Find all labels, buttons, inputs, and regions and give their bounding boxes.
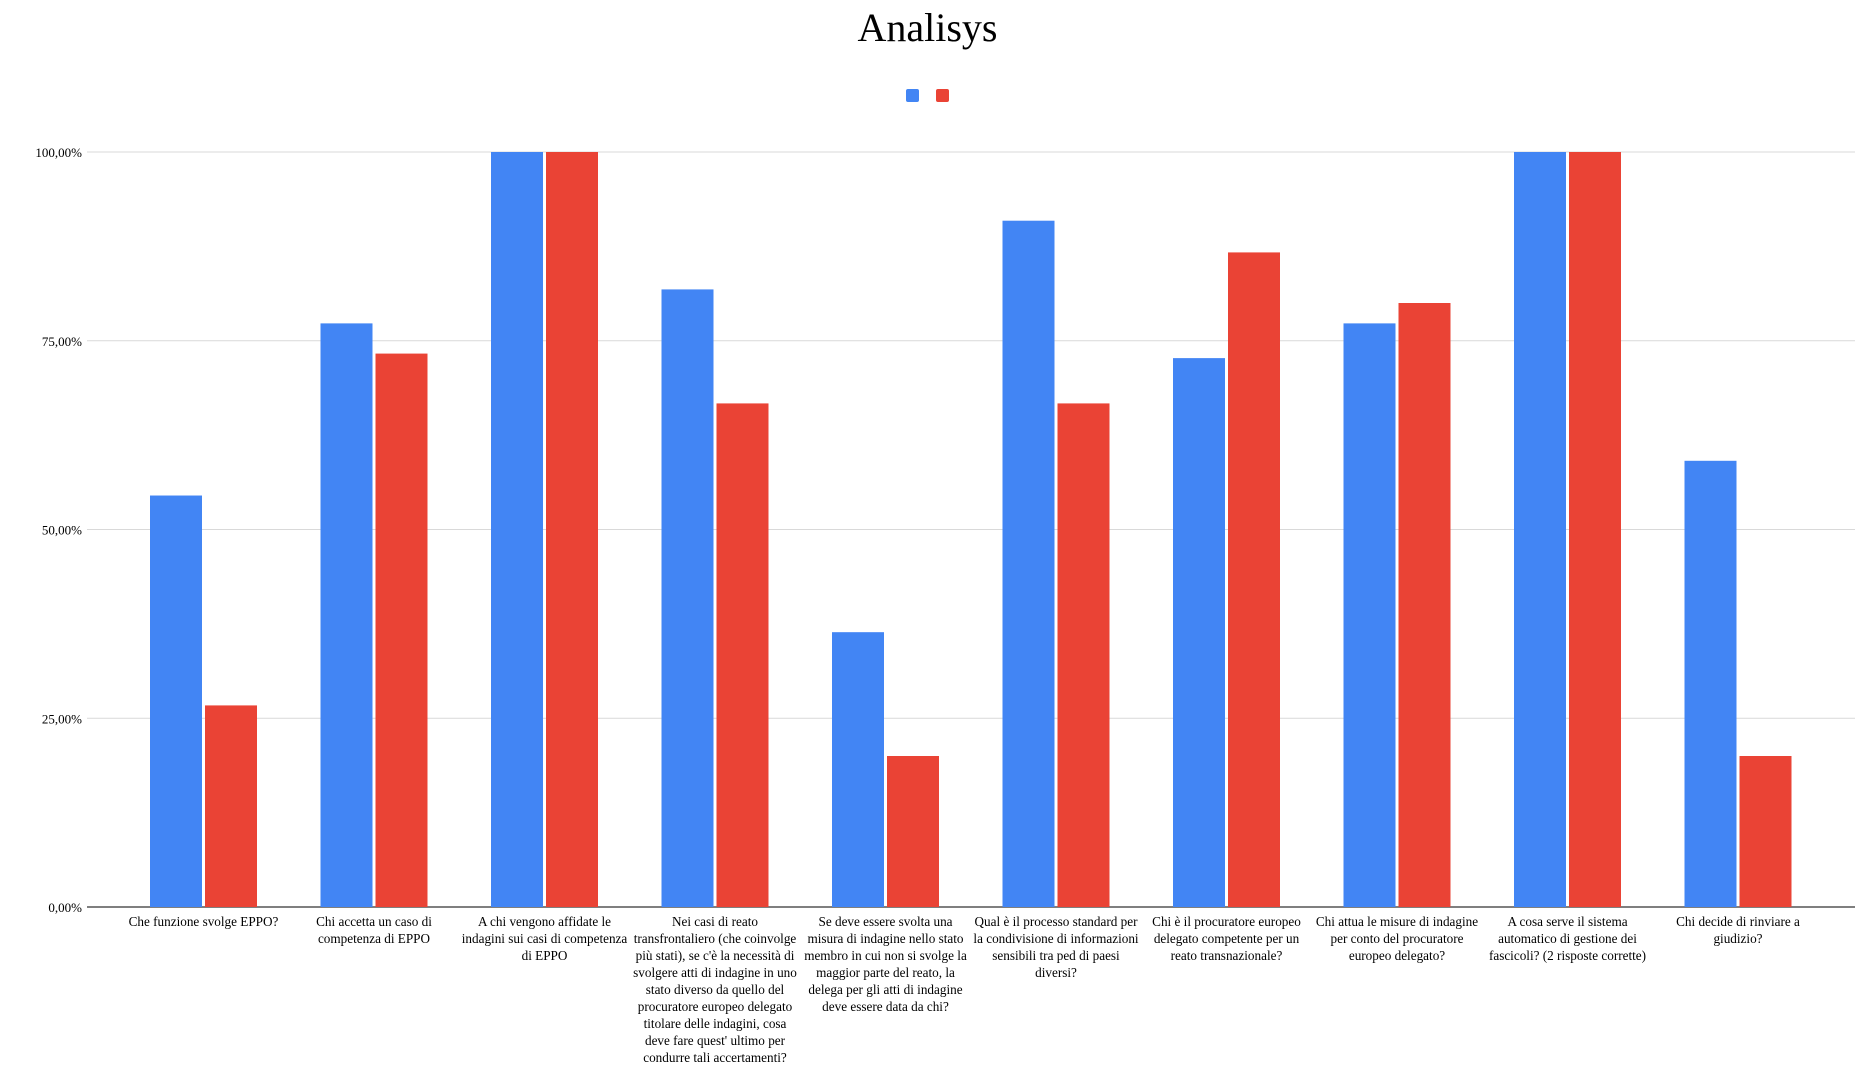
y-tick-label: 0,00% [48,900,82,915]
x-category-label: Se deve essere svolta una misura di inda… [804,914,967,1014]
legend [0,89,1855,105]
y-tick-label: 50,00% [42,523,82,538]
x-category-label: A chi vengono affidate le indagini sui c… [461,914,628,963]
x-category-label: Nei casi di reato transfrontaliero (che … [633,914,797,1065]
y-tick-label: 25,00% [42,711,82,726]
chart-title: Analisys [857,5,998,50]
bar-series-1-category-9 [1514,152,1566,907]
y-tick-label: 100,00% [35,145,82,160]
bar-series-2-category-5 [887,756,939,907]
bar-series-1-category-3 [491,152,543,907]
bar-series-2-category-7 [1228,252,1280,908]
bar-series-1-category-7 [1173,358,1225,907]
bar-series-2-category-2 [375,353,428,908]
bar-series-2-category-8 [1398,303,1451,907]
bar-series-1-category-5 [832,632,884,907]
x-category-label: A cosa serve il sistema automatico di ge… [1488,914,1647,963]
x-category-label: Qual è il processo standard per la condi… [973,914,1139,980]
bar-series-1-category-2 [320,323,373,907]
x-category-label: Chi decide di rinviare a giudizio? [1676,914,1800,946]
bar-series-1-category-10 [1684,460,1737,907]
y-tick-label: 75,00% [42,334,82,349]
bar-series-2-category-3 [546,152,598,907]
bar-series-2-category-1 [205,705,257,907]
x-category-label: Chi accetta un caso di competenza di EPP… [316,914,432,946]
legend-swatch-series-2 [936,89,949,102]
legend-swatch-series-1 [906,89,919,102]
bar-series-1-category-6 [1002,220,1055,907]
bar-series-1-category-1 [150,495,202,907]
bar-series-1-category-4 [661,289,714,907]
bar-series-2-category-9 [1569,152,1621,907]
bar-series-2-category-6 [1057,403,1110,907]
x-category-label: Chi attua le misure di indagine per cont… [1315,914,1479,963]
x-category-label: Che funzione svolge EPPO? [128,914,279,929]
bar-series-1-category-8 [1343,323,1396,907]
bar-series-2-category-4 [716,403,769,907]
bar-series-2-category-10 [1739,756,1792,907]
x-category-label: Chi è il procuratore europeo delegato co… [1152,914,1301,963]
